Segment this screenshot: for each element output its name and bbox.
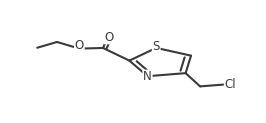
Text: N: N xyxy=(143,70,152,83)
Text: O: O xyxy=(105,31,114,44)
Text: O: O xyxy=(75,39,84,52)
Text: S: S xyxy=(153,40,160,53)
Text: Cl: Cl xyxy=(225,78,236,91)
